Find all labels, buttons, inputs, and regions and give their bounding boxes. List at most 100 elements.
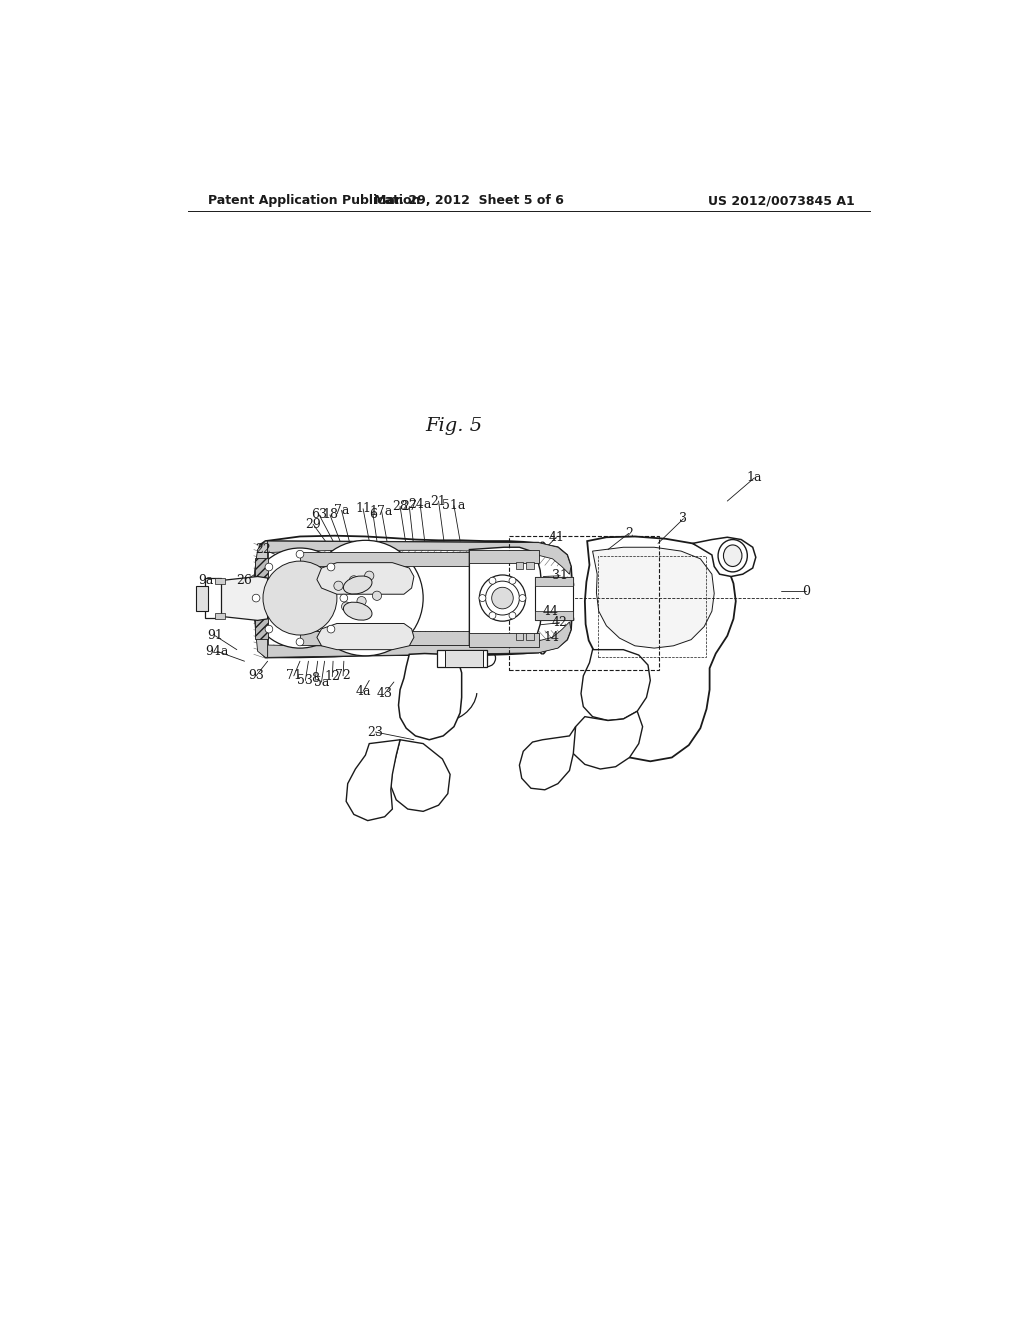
- Text: 21: 21: [431, 495, 446, 508]
- Text: 6: 6: [369, 508, 377, 521]
- Ellipse shape: [343, 576, 372, 594]
- Bar: [535, 577, 573, 620]
- Bar: [255, 558, 268, 639]
- Circle shape: [334, 581, 343, 590]
- Bar: [469, 549, 539, 562]
- Polygon shape: [444, 649, 483, 667]
- Bar: [215, 578, 224, 585]
- Polygon shape: [469, 548, 542, 647]
- Text: 12: 12: [325, 671, 340, 684]
- Text: 44: 44: [543, 606, 559, 619]
- Circle shape: [263, 561, 337, 635]
- Bar: [509, 536, 658, 671]
- Text: 1a: 1a: [746, 471, 762, 484]
- Circle shape: [509, 577, 516, 585]
- Text: 26: 26: [237, 574, 253, 587]
- Circle shape: [250, 548, 350, 648]
- Bar: [437, 649, 487, 667]
- Polygon shape: [254, 541, 267, 657]
- Text: Mar. 29, 2012  Sheet 5 of 6: Mar. 29, 2012 Sheet 5 of 6: [375, 194, 564, 207]
- Text: 63: 63: [311, 508, 328, 521]
- Text: 31: 31: [552, 569, 568, 582]
- Text: 7a: 7a: [334, 504, 349, 517]
- Text: 4a: 4a: [355, 685, 371, 698]
- Bar: [526, 632, 535, 640]
- Circle shape: [349, 576, 358, 585]
- Circle shape: [373, 591, 382, 601]
- Polygon shape: [581, 649, 650, 721]
- Circle shape: [509, 612, 516, 619]
- Text: 42: 42: [552, 616, 567, 630]
- Ellipse shape: [718, 540, 748, 572]
- Text: 41: 41: [549, 531, 564, 544]
- Text: Fig. 5: Fig. 5: [425, 417, 482, 436]
- Circle shape: [327, 626, 335, 634]
- Text: 71: 71: [286, 669, 302, 682]
- Circle shape: [340, 594, 348, 602]
- Circle shape: [479, 576, 525, 622]
- Text: 8: 8: [311, 672, 319, 685]
- Circle shape: [296, 550, 304, 558]
- Polygon shape: [316, 562, 414, 594]
- Circle shape: [342, 602, 351, 611]
- Text: 94a: 94a: [205, 644, 228, 657]
- Text: 3: 3: [679, 512, 687, 525]
- Bar: [535, 577, 573, 586]
- Polygon shape: [346, 739, 400, 821]
- Polygon shape: [692, 537, 756, 577]
- Text: 51a: 51a: [442, 499, 466, 512]
- Ellipse shape: [724, 545, 742, 566]
- Polygon shape: [316, 623, 414, 649]
- Bar: [469, 634, 539, 647]
- Circle shape: [265, 626, 272, 634]
- Polygon shape: [585, 536, 736, 762]
- Polygon shape: [593, 548, 714, 648]
- Text: 14: 14: [544, 631, 560, 644]
- Text: 22: 22: [255, 543, 271, 556]
- Text: 91: 91: [207, 630, 223, 643]
- Text: 0: 0: [802, 585, 810, 598]
- Polygon shape: [398, 653, 462, 739]
- Text: 18: 18: [322, 508, 338, 521]
- Text: 24a: 24a: [409, 498, 432, 511]
- Bar: [515, 562, 523, 569]
- Circle shape: [489, 577, 496, 585]
- Text: 5a: 5a: [313, 676, 329, 689]
- Text: 11: 11: [355, 502, 371, 515]
- Circle shape: [365, 572, 374, 581]
- Text: 28: 28: [392, 500, 408, 513]
- Bar: [526, 562, 535, 569]
- Bar: [300, 552, 469, 566]
- Text: 72: 72: [335, 669, 351, 682]
- Ellipse shape: [343, 602, 372, 620]
- Polygon shape: [571, 711, 643, 770]
- Polygon shape: [254, 536, 571, 657]
- Text: 43: 43: [377, 686, 392, 700]
- Circle shape: [357, 597, 367, 606]
- Text: 93: 93: [248, 669, 264, 682]
- Text: 17a: 17a: [370, 504, 393, 517]
- Text: 53: 53: [297, 675, 313, 686]
- Circle shape: [519, 594, 526, 602]
- Circle shape: [485, 581, 519, 615]
- Bar: [300, 631, 469, 645]
- Circle shape: [307, 540, 423, 656]
- Circle shape: [265, 564, 272, 570]
- Bar: [598, 557, 706, 656]
- Text: 2: 2: [625, 527, 633, 540]
- Text: 27: 27: [401, 500, 417, 513]
- Polygon shape: [267, 622, 571, 657]
- Circle shape: [479, 594, 486, 602]
- Text: US 2012/0073845 A1: US 2012/0073845 A1: [708, 194, 854, 207]
- Text: 9a: 9a: [199, 574, 214, 587]
- Polygon shape: [215, 577, 267, 620]
- Polygon shape: [519, 726, 575, 789]
- Circle shape: [327, 564, 335, 570]
- Polygon shape: [391, 739, 451, 812]
- Text: 29: 29: [305, 517, 321, 531]
- Bar: [515, 632, 523, 640]
- Circle shape: [252, 594, 260, 602]
- Bar: [205, 578, 220, 618]
- Polygon shape: [267, 541, 571, 574]
- Circle shape: [296, 638, 304, 645]
